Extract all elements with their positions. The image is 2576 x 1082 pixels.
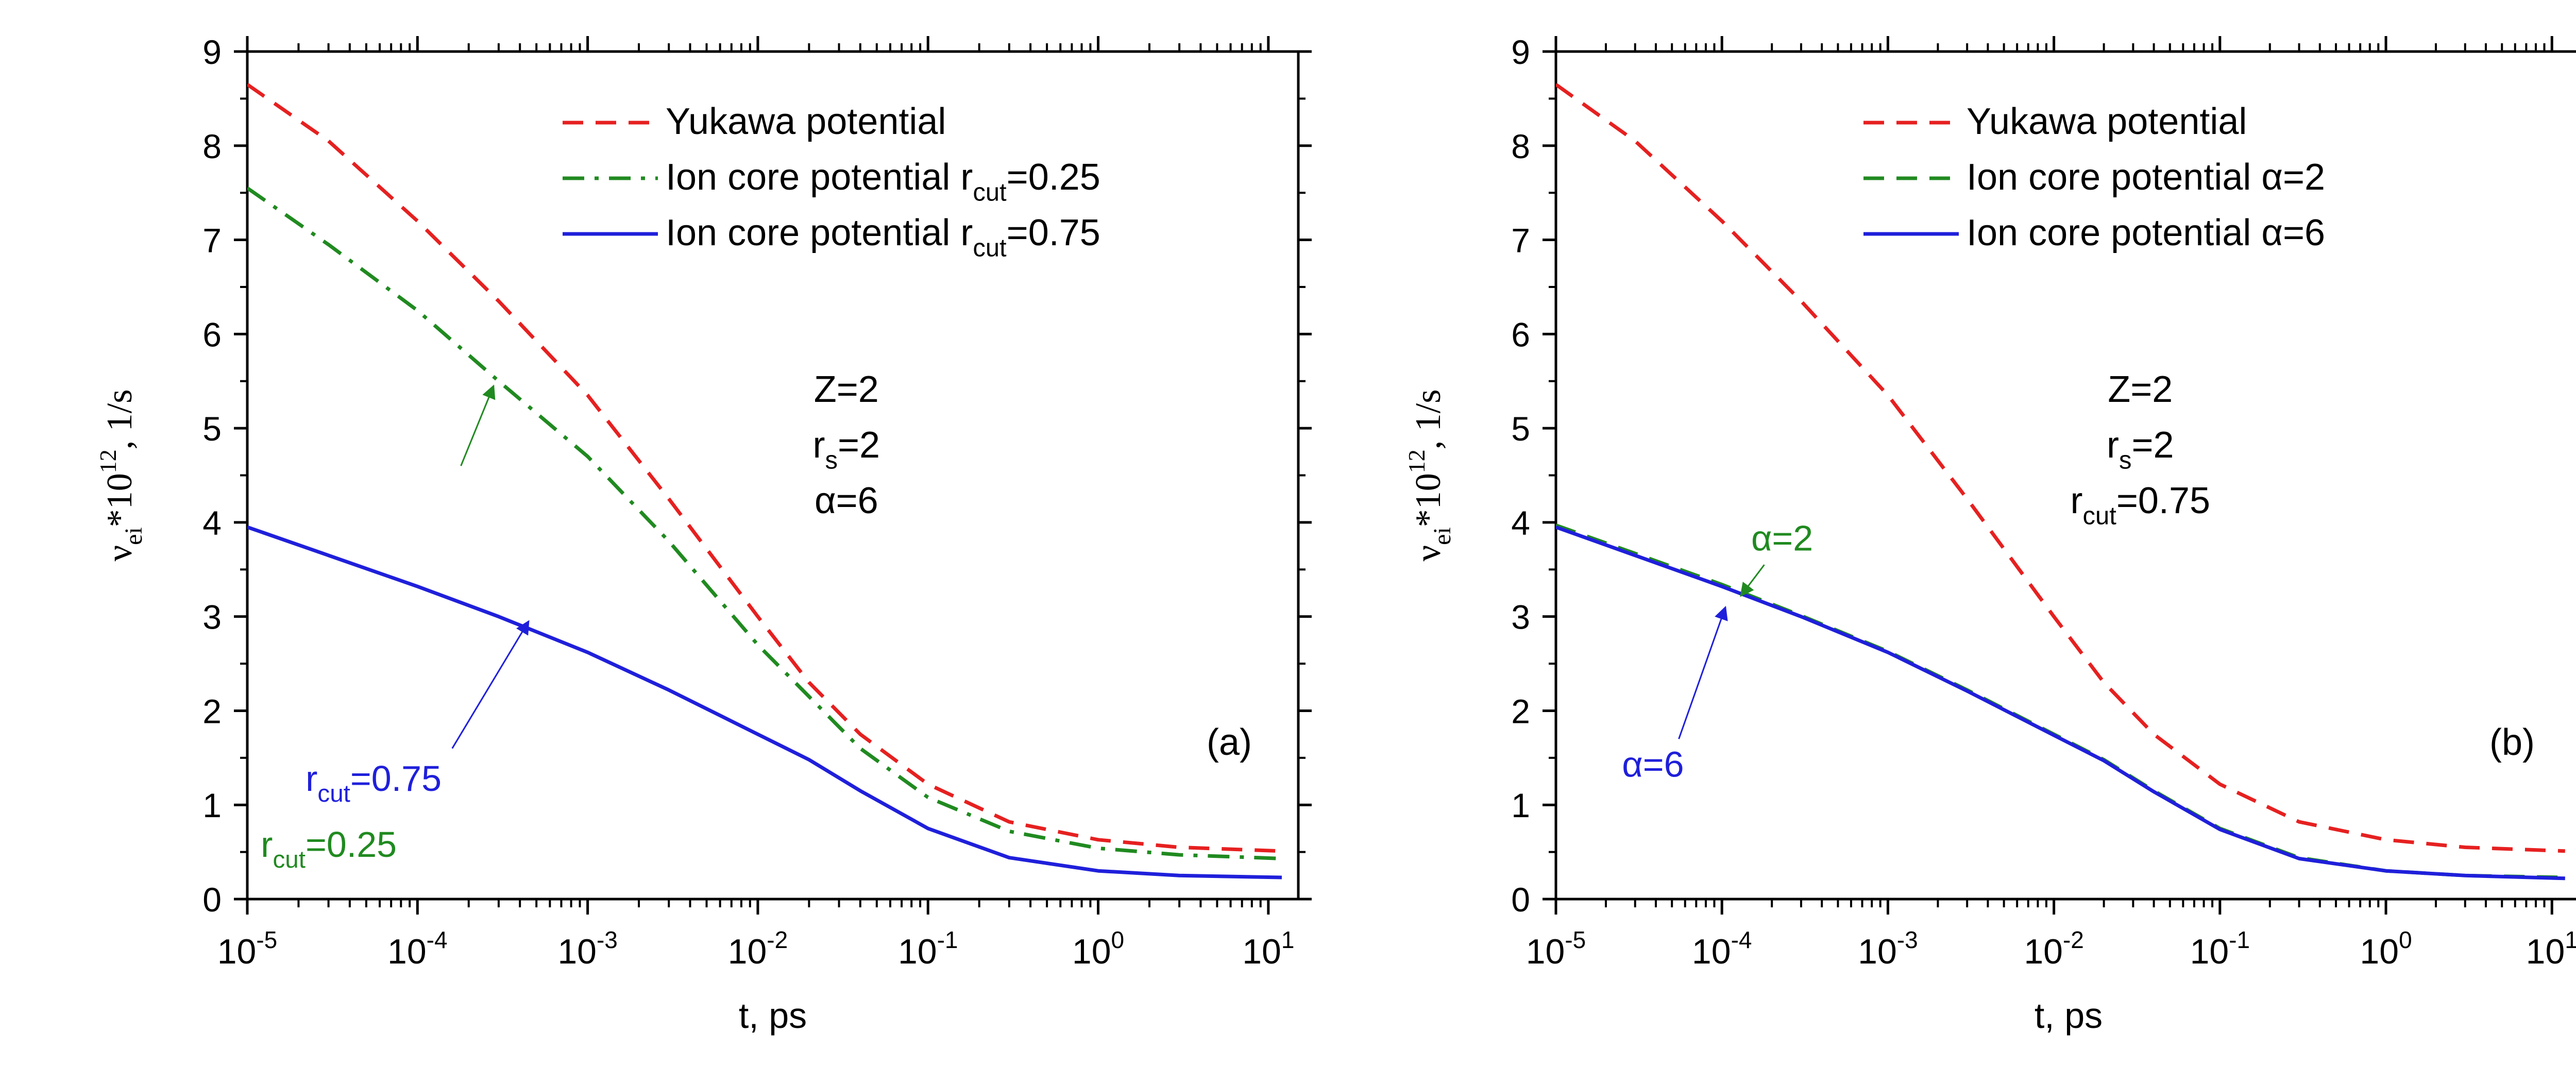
x-tick-label: 100	[1072, 926, 1124, 971]
x-tick-label: 10-4	[387, 926, 448, 971]
annotation-arrow	[451, 620, 530, 749]
y-tick-label: 6	[1511, 315, 1530, 353]
chart-panel-a: 0 1 2 3 4 5 6 7 8 9 10-5 10-4 10-3 10-2 10-1 100 101 t, p…	[95, 33, 1312, 1036]
annotation-label: α=6	[1622, 744, 1684, 784]
y-tick-label: 0	[1511, 881, 1530, 919]
x-tick-label: 100	[2360, 926, 2412, 971]
y-axis-label: νei*1012, 1/s	[95, 390, 147, 562]
y-tick-label: 1	[1511, 786, 1530, 824]
x-tick-label: 10-3	[557, 926, 618, 971]
annotation-label: rcut=0.25	[261, 824, 397, 873]
series-line-0	[247, 83, 1282, 853]
series-line-1	[1556, 523, 2565, 880]
y-tick-label: 4	[202, 504, 222, 542]
y-tick-label: 9	[1511, 33, 1530, 71]
series-line-1	[247, 187, 1282, 860]
y-tick-label: 3	[202, 598, 222, 636]
y-tick-label: 2	[202, 692, 222, 730]
annotation-label: α=2	[1751, 518, 1813, 559]
x-axis-label: t, ps	[739, 995, 807, 1036]
x-tick-label: 10-3	[1858, 926, 1918, 971]
y-tick-label: 8	[1511, 127, 1530, 165]
legend-entry: Ion core potential rcut=0.25	[666, 157, 1100, 207]
param-text: rcut=0.75	[2071, 480, 2210, 530]
x-tick-label: 10-5	[1526, 926, 1586, 971]
y-tick-label: 5	[1511, 410, 1530, 448]
x-tick-label: 10-4	[1692, 926, 1752, 971]
annotation-arrow	[1678, 605, 1728, 739]
y-tick-label: 4	[1511, 504, 1530, 542]
x-axis-label: t, ps	[2035, 995, 2103, 1036]
series-line-2	[1556, 525, 2565, 881]
legend-entry: Ion core potential α=2	[1967, 157, 2325, 198]
legend-entry: Yukawa potential	[1967, 101, 2247, 142]
param-text: Z=2	[2108, 369, 2173, 410]
y-tick-label: 0	[202, 881, 222, 919]
x-tick-label: 101	[1242, 926, 1294, 971]
annotation-arrow	[460, 384, 496, 466]
y-tick-label: 7	[202, 222, 222, 260]
x-tick-label: 10-1	[898, 926, 958, 971]
y-tick-label: 1	[202, 786, 222, 824]
y-tick-label: 2	[1511, 692, 1530, 730]
x-tick-label: 10-2	[728, 926, 788, 971]
y-tick-label: 7	[1511, 222, 1530, 260]
annotation-label: rcut=0.75	[306, 758, 442, 807]
legend-entry: Ion core potential rcut=0.75	[666, 212, 1100, 262]
param-text: rs=2	[813, 425, 880, 475]
x-tick-label: 10-1	[2190, 926, 2250, 971]
x-tick-label: 10-5	[217, 926, 278, 971]
series-line-2	[247, 525, 1282, 880]
panel-label: (a)	[1207, 722, 1252, 763]
legend-entry: Ion core potential α=6	[1967, 212, 2325, 253]
param-text: Z=2	[814, 369, 879, 410]
y-axis-label: νei*1012, 1/s	[1403, 390, 1456, 562]
param-text: α=6	[815, 480, 878, 521]
panel-label: (b)	[2489, 722, 2535, 763]
series-line-0	[1556, 83, 2565, 853]
y-tick-label: 8	[202, 127, 222, 165]
y-tick-label: 3	[1511, 598, 1530, 636]
chart-panel-b: 0 1 2 3 4 5 6 7 8 9 10-5 10-4 10-3 10-2 10-1 100 101 t, p…	[1403, 33, 2576, 1036]
y-tick-label: 9	[202, 33, 222, 71]
annotation-arrow	[1740, 564, 1765, 597]
param-text: rs=2	[2107, 425, 2174, 475]
x-tick-label: 10-2	[2024, 926, 2084, 971]
y-tick-label: 6	[202, 315, 222, 353]
x-tick-label: 101	[2526, 926, 2576, 971]
legend-entry: Yukawa potential	[666, 101, 946, 142]
y-tick-label: 5	[202, 410, 222, 448]
